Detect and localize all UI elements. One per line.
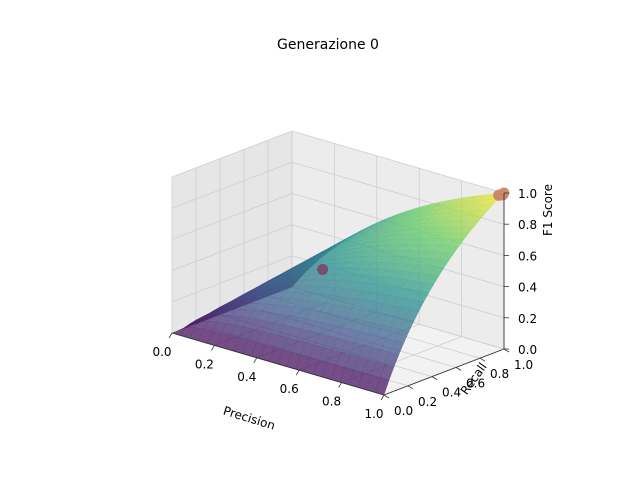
x-tick-mark (211, 345, 215, 351)
x-tick-mark (295, 369, 300, 376)
z-axis-label: F1 Score (541, 184, 555, 236)
grid-line (171, 193, 293, 240)
z-tick-label: 0.4 (518, 281, 537, 295)
side-pane (172, 131, 292, 333)
surface-facet (389, 340, 405, 355)
y-tick-label: 0.4 (442, 386, 461, 400)
surface-facet (394, 329, 410, 343)
surface-facet (454, 232, 470, 240)
y-tick-label: 0.6 (466, 376, 485, 390)
x-tick-mark (168, 332, 173, 339)
axis-line (171, 332, 385, 396)
y-tick-label: 0.2 (418, 395, 437, 409)
z-tick-label: 0.2 (518, 312, 537, 326)
axis-lines (171, 193, 505, 396)
x-tick-label: 0.6 (280, 382, 299, 396)
x-tick-label: 0.2 (195, 357, 214, 371)
y-tick-label: 0.0 (394, 404, 413, 418)
x-tick-mark (338, 382, 342, 388)
x-axis-label: Precision (222, 404, 277, 433)
scatter-point (317, 264, 329, 276)
z-tick-label: 0.8 (518, 218, 537, 232)
surface-facet (429, 266, 445, 277)
x-tick-label: 0.4 (237, 370, 256, 384)
grid-line (291, 130, 505, 194)
z-tick-label: 0.6 (518, 249, 537, 263)
y-tick-label: 0.8 (490, 367, 509, 381)
y-tick-mark (455, 367, 462, 371)
x-tick-mark (380, 394, 385, 401)
grid-line (171, 130, 293, 178)
x-tick-label: 1.0 (364, 407, 383, 421)
y-tick-mark (407, 385, 414, 390)
x-tick-mark (253, 357, 258, 364)
x-tick-label: 0.0 (152, 345, 171, 359)
y-tick-label: 1.0 (514, 358, 533, 372)
surface-facet (414, 290, 430, 302)
grid-line (171, 224, 293, 271)
surface-facet (474, 208, 490, 216)
z-tick-label: 1.0 (518, 187, 537, 201)
z-tick-label: 0.0 (518, 343, 537, 357)
grid-line (171, 255, 293, 303)
grid-line (171, 161, 293, 209)
y-tick-mark (503, 348, 510, 353)
axis-line (383, 348, 505, 396)
y-tick-mark (383, 394, 390, 399)
x-tick-label: 0.8 (322, 395, 341, 409)
y-tick-mark (431, 376, 438, 380)
y-tick-mark (479, 357, 486, 362)
f1-surface (171, 192, 505, 396)
chart-title: Generazione 0 (277, 37, 379, 53)
tick-labels: 0.00.20.40.60.81.0 0.00.20.40.60.81.00.00… (152, 187, 537, 421)
